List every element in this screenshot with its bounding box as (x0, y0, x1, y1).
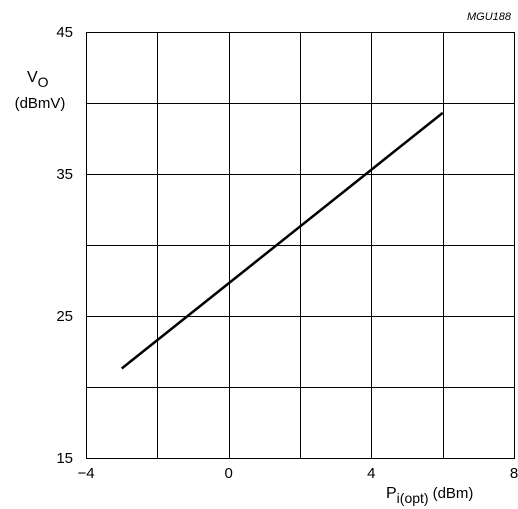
y-axis-label-sub: O (38, 74, 49, 90)
x-tick-label: 0 (224, 465, 232, 482)
grid (86, 32, 515, 459)
svg-text:Pi(opt)(dBm): Pi(opt) (dBm) (386, 485, 473, 506)
x-tick-labels: −4 0 4 8 (77, 465, 518, 482)
x-axis-label-unit: (dBm) (433, 485, 474, 502)
x-tick-label: 8 (510, 465, 518, 482)
y-tick-label: 35 (56, 166, 73, 183)
y-tick-label: 45 (56, 24, 73, 41)
y-axis-label-main: V (27, 69, 38, 86)
figure-code-label: MGU188 (467, 11, 512, 23)
y-tick-labels: 15 25 35 45 (56, 24, 73, 467)
x-tick-label: 4 (367, 465, 375, 482)
y-tick-label: 25 (56, 308, 73, 325)
y-axis-label: VO (dBmV) (15, 69, 66, 112)
svg-text:VO: VO (27, 69, 49, 90)
plot-frame (86, 32, 515, 459)
series-lines (120, 111, 444, 370)
series-line (120, 111, 444, 370)
x-axis-label: Pi(opt) (dBm) (386, 485, 473, 506)
x-axis-label-main: P (386, 485, 397, 502)
y-tick-label: 15 (56, 450, 73, 467)
x-tick-label: −4 (77, 465, 94, 482)
y-axis-label-unit: (dBmV) (15, 95, 66, 112)
x-axis-label-sub: i(opt) (397, 490, 429, 506)
